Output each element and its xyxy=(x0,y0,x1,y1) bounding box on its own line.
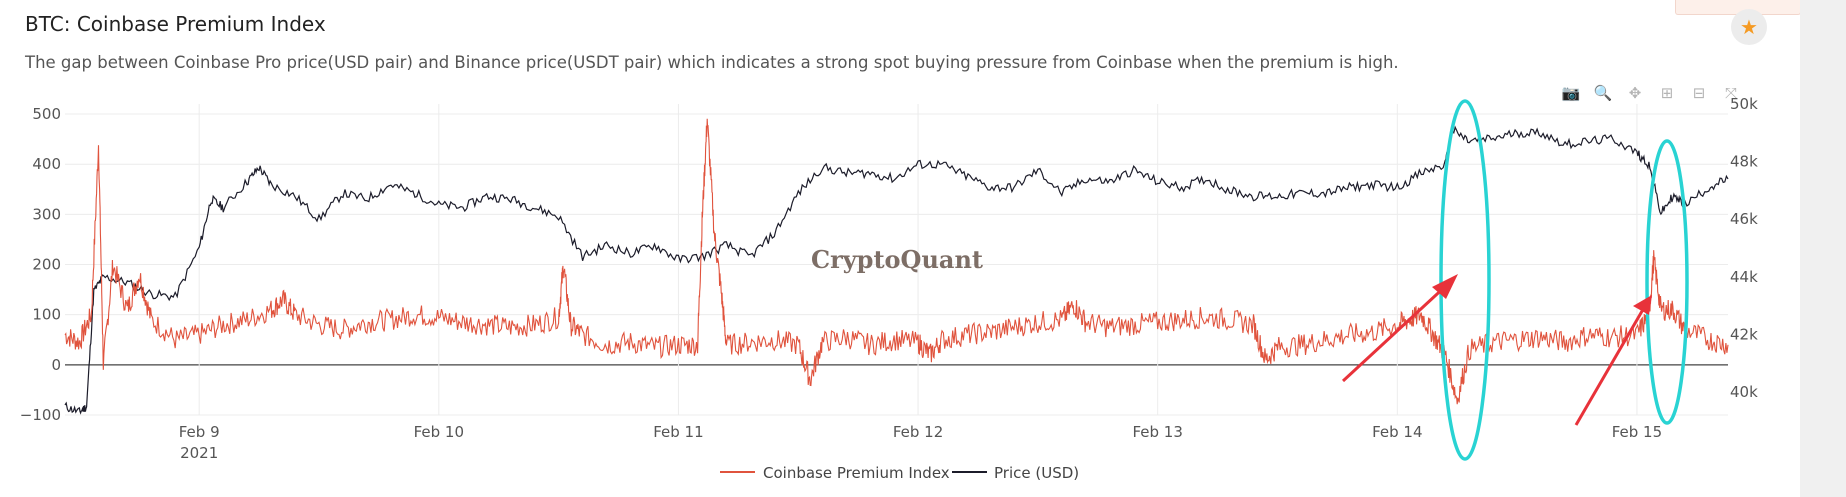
x-tick-label: Feb 15 xyxy=(1612,423,1662,441)
annotations xyxy=(1341,99,1689,461)
y-right-tick-label: 42k xyxy=(1730,325,1758,343)
x-tick-label: Feb 9 xyxy=(179,423,220,441)
page-title: BTC: Coinbase Premium Index xyxy=(25,12,326,36)
y-right-tick-label: 46k xyxy=(1730,210,1758,228)
x-tick-label: Feb 12 xyxy=(893,423,943,441)
y-right-tick-label: 48k xyxy=(1730,153,1758,171)
chart-description: The gap between Coinbase Pro price(USD p… xyxy=(25,53,1399,72)
x-tick-label: Feb 11 xyxy=(653,423,703,441)
zoom-icon[interactable]: 🔍 xyxy=(1593,84,1613,102)
y-right-tick-label: 40k xyxy=(1730,383,1758,401)
legend-label-premium[interactable]: Coinbase Premium Index xyxy=(763,464,950,482)
x-tick-label: Feb 13 xyxy=(1132,423,1182,441)
chart-modebar: 📷 🔍 ✥ ⊞ ⊟ ⤧ xyxy=(1560,82,1742,104)
annotation-ellipse-feb14 xyxy=(1439,99,1491,461)
zoom-in-icon[interactable]: ⊞ xyxy=(1660,84,1674,102)
y-left-tick-label: 500 xyxy=(32,105,61,123)
annotation-arrowhead-feb14 xyxy=(1432,274,1458,299)
x-tick-label: Feb 10 xyxy=(414,423,464,441)
legend-label-price[interactable]: Price (USD) xyxy=(994,464,1079,482)
zoom-out-icon[interactable]: ⊟ xyxy=(1692,84,1706,102)
y-right-tick-label: 50k xyxy=(1730,95,1758,113)
chart-panel: BTC: Coinbase Premium Index The gap betw… xyxy=(19,0,1801,482)
annotation-arrow-feb14 xyxy=(1341,281,1451,383)
axis-ticks: −100 0 100 200 300 400 500 40k 42k 44k 46k 48k 50k Fe… xyxy=(20,95,1758,462)
annotation-arrowhead-feb15 xyxy=(1633,295,1652,315)
watermark-text: CryptoQuant xyxy=(811,245,983,274)
x-year-label: 2021 xyxy=(180,444,218,462)
x-tick-label: Feb 14 xyxy=(1372,423,1422,441)
pan-icon[interactable]: ✥ xyxy=(1628,84,1642,102)
y-left-tick-label: 400 xyxy=(32,155,61,173)
page-scrollbar[interactable] xyxy=(1800,0,1846,497)
star-icon: ★ xyxy=(1740,15,1758,39)
coinbase-premium-line xyxy=(64,118,1729,405)
y-left-tick-label: 0 xyxy=(51,356,61,374)
annotation-ellipse-feb15 xyxy=(1645,139,1689,425)
plot-series xyxy=(64,118,1729,415)
price-usd-line xyxy=(64,125,1729,415)
autoscale-icon[interactable]: ⤧ xyxy=(1724,84,1737,102)
y-right-tick-label: 44k xyxy=(1730,268,1758,286)
favorite-button[interactable]: ★ xyxy=(1731,9,1767,45)
y-left-tick-label: 200 xyxy=(32,256,61,274)
annotation-arrow-feb15 xyxy=(1574,305,1647,426)
y-left-tick-label: 100 xyxy=(32,306,61,324)
legend: Coinbase Premium Index Price (USD) xyxy=(720,464,1079,482)
y-left-tick-label: −100 xyxy=(20,406,61,424)
chart-svg: −100 0 100 200 300 400 500 40k 42k 44k 46k 48k 50k Fe… xyxy=(20,95,1758,482)
camera-icon[interactable]: 📷 xyxy=(1561,84,1581,102)
y-left-tick-label: 300 xyxy=(32,205,61,223)
